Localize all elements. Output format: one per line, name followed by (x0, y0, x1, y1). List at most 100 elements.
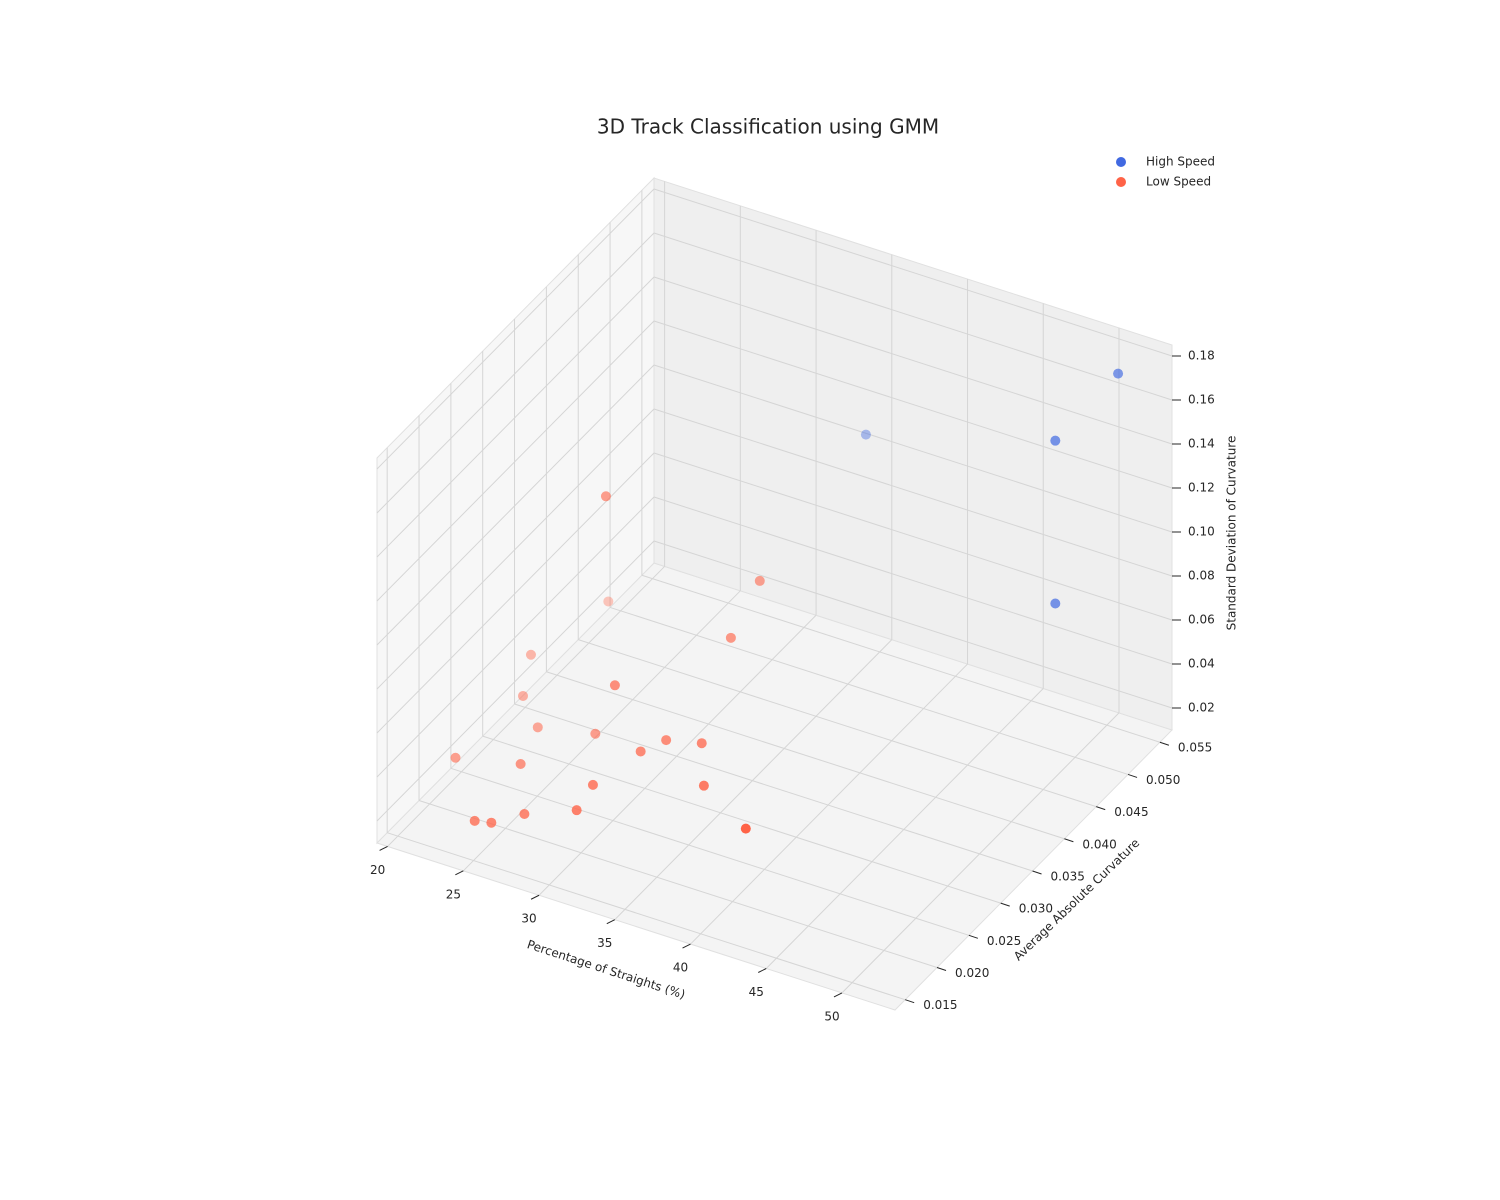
x-tick-label: 30 (521, 912, 536, 926)
data-point (515, 758, 526, 769)
x-tick-label: 40 (673, 961, 688, 975)
y-tick (1096, 806, 1106, 811)
data-point (571, 805, 582, 816)
data-point (860, 429, 871, 440)
grid-line (538, 614, 817, 896)
grid-line (387, 566, 665, 847)
legend-label: High Speed (1146, 155, 1215, 169)
grid-line (376, 232, 655, 514)
legend-marker (1116, 177, 1126, 187)
grid-line (653, 540, 1173, 709)
grid-line (482, 735, 1001, 904)
data-point (518, 690, 529, 701)
y-tick (1000, 902, 1010, 907)
y-tick (1127, 773, 1138, 778)
x-tick (530, 894, 540, 900)
grid-line (514, 703, 1033, 872)
data-point (603, 596, 614, 607)
data-point (696, 738, 707, 749)
data-point (519, 809, 530, 820)
grid-line (614, 639, 893, 921)
z-tick-label: 0.04 (1188, 657, 1215, 671)
z-tick-label: 0.08 (1188, 569, 1215, 583)
y-tick (936, 967, 947, 971)
data-point (754, 575, 765, 586)
x-tick (758, 968, 767, 973)
z-tick-label: 0.12 (1188, 481, 1215, 495)
grid-line (546, 671, 1065, 840)
grid-line (376, 364, 655, 646)
data-point (590, 728, 601, 739)
grid-line (653, 232, 1173, 401)
y-tick (1032, 870, 1042, 875)
x-tick (606, 919, 616, 925)
grid-line (578, 639, 1097, 808)
y-tick-label: 0.035 (1051, 869, 1085, 883)
grid-line (653, 276, 1173, 445)
z-tick-label: 0.10 (1188, 525, 1215, 539)
grid-line (653, 188, 1173, 357)
data-point (1050, 598, 1061, 609)
grid-line (376, 320, 655, 602)
data-point (740, 823, 751, 834)
y-tick (1159, 741, 1170, 746)
y-tick-label: 0.030 (1019, 902, 1053, 916)
grid-line (376, 276, 655, 558)
grid-line (690, 663, 968, 945)
legend-marker (1116, 157, 1126, 167)
y-tick (1064, 838, 1074, 843)
grid-line (387, 832, 906, 1001)
x-tick (455, 870, 464, 876)
x-tick-label: 25 (446, 887, 461, 901)
x-tick (682, 943, 691, 949)
y-tick-label: 0.055 (1178, 741, 1212, 755)
data-point (1113, 368, 1124, 379)
data-point (600, 491, 611, 502)
x-tick (833, 992, 843, 998)
data-point (525, 649, 536, 660)
z-tick-label: 0.16 (1188, 393, 1215, 407)
y-tick-label: 0.020 (955, 966, 989, 980)
data-point (469, 815, 480, 826)
y-tick (905, 999, 915, 1004)
data-point (698, 780, 709, 791)
x-tick-label: 50 (824, 1009, 839, 1023)
panes (376, 176, 1173, 1011)
grid-line (609, 606, 1129, 775)
grid-line (418, 800, 938, 968)
z-axis-label: Standard Deviation of Curvature (1225, 436, 1239, 631)
x-tick-label: 35 (597, 936, 612, 950)
grid-line (653, 408, 1173, 577)
grid-line (641, 574, 1161, 743)
data-point (532, 722, 543, 733)
grid-line (462, 590, 741, 872)
grid-line (376, 408, 655, 690)
data-point (587, 779, 598, 790)
data-point (450, 752, 461, 763)
data-point (725, 632, 736, 643)
grid-line (653, 364, 1173, 533)
grid-line (653, 320, 1173, 489)
y-tick-label: 0.040 (1082, 837, 1116, 851)
data-point (661, 735, 672, 746)
x-tick-label: 45 (749, 985, 764, 999)
z-tick-label: 0.06 (1188, 613, 1215, 627)
y-tick-label: 0.045 (1114, 805, 1148, 819)
grid-line (653, 496, 1173, 665)
data-point (609, 680, 620, 691)
y-tick-label: 0.050 (1146, 773, 1180, 787)
z-tick-label: 0.14 (1188, 437, 1215, 451)
y-tick-label: 0.025 (987, 934, 1021, 948)
y-tick-label: 0.015 (923, 998, 957, 1012)
legend-label: Low Speed (1146, 175, 1211, 189)
grid-line (376, 496, 655, 778)
grid-line (376, 188, 655, 470)
y-tick (968, 934, 979, 939)
grid-line (841, 712, 1120, 994)
grid-line (376, 540, 655, 822)
z-tick-label: 0.02 (1188, 701, 1215, 715)
grid-line (653, 452, 1173, 621)
chart-title: 3D Track Classification using GMM (597, 115, 939, 139)
x-tick-label: 20 (370, 863, 385, 877)
